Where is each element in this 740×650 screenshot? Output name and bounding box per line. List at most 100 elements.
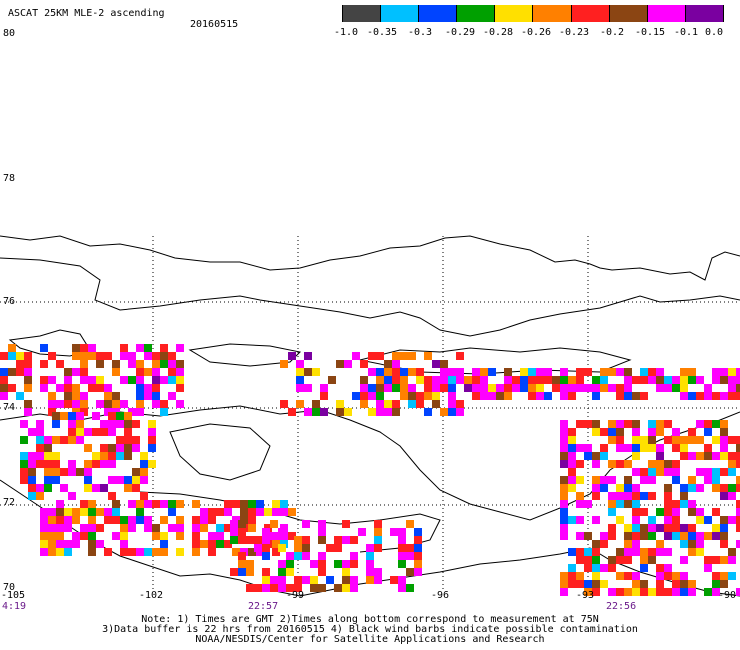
wind-cell [72, 508, 80, 516]
colorbar-tick: -0.28 [482, 27, 514, 38]
wind-cell [272, 548, 280, 556]
colorbar-segment [342, 5, 382, 22]
wind-cell [160, 400, 168, 408]
wind-cell [720, 524, 728, 532]
wind-cell [720, 492, 728, 500]
wind-cell [44, 484, 52, 492]
colorbar-segment [419, 5, 458, 22]
wind-cell [246, 536, 254, 544]
wind-cell [350, 584, 358, 592]
wind-cell [696, 532, 704, 540]
wind-cell [608, 508, 616, 516]
wind-cell [736, 368, 740, 376]
wind-cell [20, 468, 28, 476]
wind-cell [44, 460, 52, 468]
wind-cell [318, 584, 326, 592]
wind-cell [192, 516, 200, 524]
wind-cell [648, 476, 656, 484]
wind-cell [72, 400, 80, 408]
wind-cell [0, 376, 8, 384]
wind-cell [608, 384, 616, 392]
wind-cell [608, 556, 616, 564]
wind-cell [504, 384, 512, 392]
wind-cell [360, 360, 368, 368]
wind-cell [288, 408, 296, 416]
wind-cell [238, 528, 246, 536]
wind-cell [640, 392, 648, 400]
wind-cell [400, 368, 408, 376]
wind-cell [632, 484, 640, 492]
wind-cell [176, 532, 184, 540]
wind-cell [720, 484, 728, 492]
wind-cell [368, 352, 376, 360]
wind-cell [624, 484, 632, 492]
wind-cell [344, 360, 352, 368]
wind-cell [64, 392, 72, 400]
coastline-island-d [169, 423, 271, 481]
wind-cell [84, 484, 92, 492]
wind-cell [148, 460, 156, 468]
wind-cell [248, 508, 256, 516]
wind-cell [704, 476, 712, 484]
wind-cell [656, 460, 664, 468]
wind-cell [120, 540, 128, 548]
wind-cell [304, 408, 312, 416]
wind-cell [88, 352, 96, 360]
wind-cell [96, 540, 104, 548]
note-line-2: 3)Data buffer is 22 hrs from 20160515 4)… [102, 624, 638, 635]
wind-cell [736, 452, 740, 460]
wind-cell [104, 400, 112, 408]
wind-cell [680, 524, 688, 532]
wind-cell [656, 564, 664, 572]
wind-cell [8, 344, 16, 352]
wind-cell [24, 384, 32, 392]
wind-cell [124, 444, 132, 452]
wind-cell [64, 524, 72, 532]
wind-cell [560, 516, 568, 524]
wind-cell [584, 588, 592, 596]
wind-cell [560, 392, 568, 400]
wind-cell [504, 376, 512, 384]
wind-cell [568, 460, 576, 468]
wind-cell [480, 392, 488, 400]
wind-cell [624, 524, 632, 532]
wind-cell [350, 560, 358, 568]
wind-cell [88, 500, 96, 508]
wind-cell [280, 508, 288, 516]
wind-cell [128, 376, 136, 384]
wind-cell [488, 392, 496, 400]
wind-cell [240, 500, 248, 508]
wind-cell [406, 568, 414, 576]
wind-cell [216, 524, 224, 532]
wind-cell [40, 532, 48, 540]
wind-cell [624, 588, 632, 596]
wind-cell [278, 584, 286, 592]
wind-cell [648, 428, 656, 436]
wind-cell [616, 436, 624, 444]
wind-cell [640, 492, 648, 500]
wind-cell [278, 560, 286, 568]
wind-cell [632, 420, 640, 428]
wind-cell [48, 400, 56, 408]
wind-cell [20, 436, 28, 444]
coastline-mid [0, 257, 740, 337]
wind-cell [688, 524, 696, 532]
wind-cell [736, 516, 740, 524]
wind-cell [584, 500, 592, 508]
wind-cell [152, 524, 160, 532]
wind-cell [520, 384, 528, 392]
wind-cell [736, 588, 740, 596]
wind-cell [480, 376, 488, 384]
wind-cell [560, 436, 568, 444]
wind-cell [576, 476, 584, 484]
wind-cell [326, 544, 334, 552]
wind-cell [568, 484, 576, 492]
wind-cell [56, 516, 64, 524]
wind-cell [648, 556, 656, 564]
wind-cell [366, 576, 374, 584]
wind-cell [592, 580, 600, 588]
wind-cell [216, 540, 224, 548]
wind-cell [424, 376, 432, 384]
wind-cell [16, 360, 24, 368]
wind-cell [304, 368, 312, 376]
